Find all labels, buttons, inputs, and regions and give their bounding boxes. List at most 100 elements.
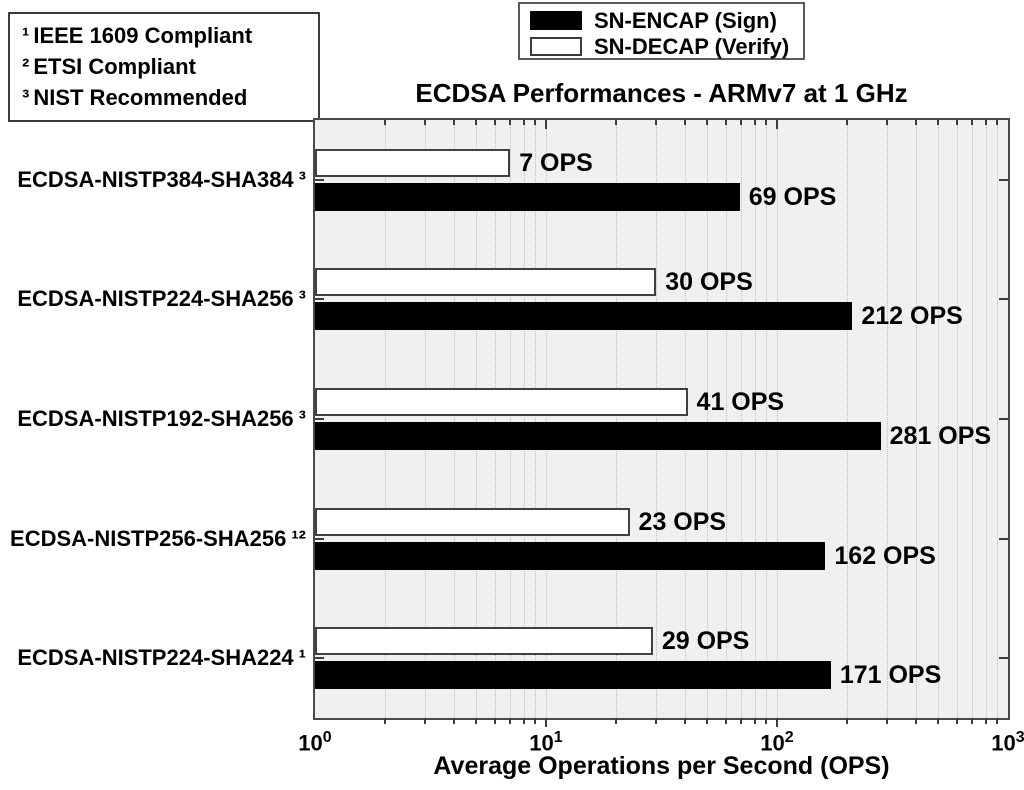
x-tick-base: 10 [760, 730, 785, 756]
bar-sign [315, 541, 826, 570]
category-tick-right [999, 298, 1008, 301]
bar-sign [315, 661, 831, 690]
gridline [494, 120, 496, 718]
gridline [454, 120, 456, 718]
footnote-item: ¹ IEEE 1609 Compliant [22, 20, 318, 51]
footnote-item: ³ NIST Recommended [22, 82, 318, 113]
axis-tick-top [740, 120, 743, 125]
gridline [615, 120, 617, 718]
bar-sign [315, 422, 881, 450]
axis-tick-bottom [684, 718, 687, 724]
axis-tick-bottom [493, 718, 496, 724]
gridline [938, 120, 940, 718]
axis-tick-bottom [545, 718, 547, 727]
axis-tick-top [765, 120, 768, 125]
legend-label: SN-ENCAP (Sign) [594, 7, 777, 33]
axis-tick-bottom [971, 718, 974, 724]
axis-tick-top [984, 120, 987, 125]
footnote-text: ETSI Compliant [33, 54, 196, 79]
legend-entry: SN-DECAP (Verify) [530, 34, 803, 59]
category-tick-right [999, 657, 1008, 660]
bar-verify [315, 388, 688, 416]
axis-tick-bottom [915, 718, 918, 724]
x-tick-exponent: 2 [784, 729, 794, 746]
category-footnote-marker: ³ [298, 406, 306, 431]
axis-tick-top [453, 120, 456, 125]
bar-verify [315, 268, 657, 297]
gridline [656, 120, 658, 718]
axis-tick-top [971, 120, 974, 125]
gridline [384, 120, 386, 718]
axis-tick-top [706, 120, 709, 125]
bar-verify [315, 148, 511, 177]
category-tick-left [315, 298, 324, 301]
gridline [985, 120, 987, 718]
gridline [956, 120, 958, 718]
plot-area: 7 OPS 69 OPS 30 OPS 212 OPS 41 OPS 281 OPS 23 … [313, 118, 1010, 720]
category-label: ECDSA-NISTP224-SHA256 ³ [0, 285, 306, 313]
axis-tick-bottom [984, 718, 987, 724]
gridline [510, 120, 512, 718]
x-tick-label: 103 [963, 726, 1024, 755]
axis-tick-bottom [424, 718, 427, 724]
gridline [972, 120, 974, 718]
x-tick-exponent: 0 [322, 729, 332, 746]
footnote-text: NIST Recommended [33, 85, 248, 110]
axis-tick-top [614, 120, 617, 125]
axis-tick-top [383, 120, 386, 125]
axis-tick-bottom [522, 718, 525, 724]
gridline [741, 120, 743, 718]
gridline [725, 120, 727, 718]
footnote-marker: ² [22, 54, 30, 79]
gridline [685, 120, 687, 718]
gridline [754, 120, 756, 718]
footnote-marker: ³ [22, 85, 30, 110]
x-tick-base: 10 [991, 730, 1016, 756]
gridline [425, 120, 427, 718]
chart-title: ECDSA Performances - ARMv7 at 1 GHz [415, 78, 908, 108]
category-label-text: ECDSA-NISTP224-SHA224 [17, 645, 294, 671]
gridline [887, 120, 889, 718]
axis-tick-top [475, 120, 478, 125]
axis-tick-bottom [534, 718, 537, 724]
axis-tick-top [534, 120, 537, 125]
x-tick-base: 10 [298, 730, 323, 756]
category-footnote-marker: ¹² [291, 525, 306, 551]
axis-tick-bottom [475, 718, 478, 724]
footnote-marker: ¹ [22, 23, 30, 48]
axis-tick-bottom [937, 718, 940, 724]
axis-tick-bottom [509, 718, 512, 724]
axis-tick-bottom [453, 718, 456, 724]
gridline [707, 120, 709, 718]
axis-tick-top [655, 120, 658, 125]
category-tick-left [315, 178, 324, 181]
bar-value-label: 171 OPS [839, 661, 942, 690]
x-tick-exponent: 3 [1015, 729, 1024, 746]
bar-value-label: 69 OPS [748, 182, 837, 211]
axis-tick-top [509, 120, 512, 125]
category-tick-left [315, 657, 324, 660]
x-tick-exponent: 1 [553, 729, 563, 746]
axis-tick-bottom [383, 718, 386, 724]
axis-tick-bottom [655, 718, 658, 724]
verify-swatch [530, 37, 582, 56]
bar-value-label: 281 OPS [889, 422, 992, 450]
gridline [476, 120, 478, 718]
gridline [546, 120, 547, 718]
axis-tick-bottom [740, 718, 743, 724]
footnote-item: ² ETSI Compliant [22, 51, 318, 82]
gridline [916, 120, 918, 718]
axis-tick-top [724, 120, 727, 125]
axis-tick-top [684, 120, 687, 125]
axis-tick-bottom [765, 718, 768, 724]
axis-tick-bottom [776, 718, 778, 727]
axis-tick-bottom [724, 718, 727, 724]
footnote-text: IEEE 1609 Compliant [33, 23, 253, 48]
bar-verify [315, 507, 630, 536]
legend-entry: SN-ENCAP (Sign) [530, 8, 803, 33]
bar-value-label: 30 OPS [665, 268, 753, 297]
axis-tick-top [424, 120, 427, 125]
category-tick-right [999, 178, 1008, 181]
gridline [777, 120, 778, 718]
axis-tick-top [522, 120, 525, 125]
